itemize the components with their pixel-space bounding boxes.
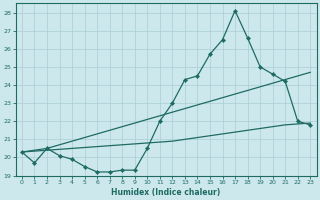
X-axis label: Humidex (Indice chaleur): Humidex (Indice chaleur) bbox=[111, 188, 221, 197]
